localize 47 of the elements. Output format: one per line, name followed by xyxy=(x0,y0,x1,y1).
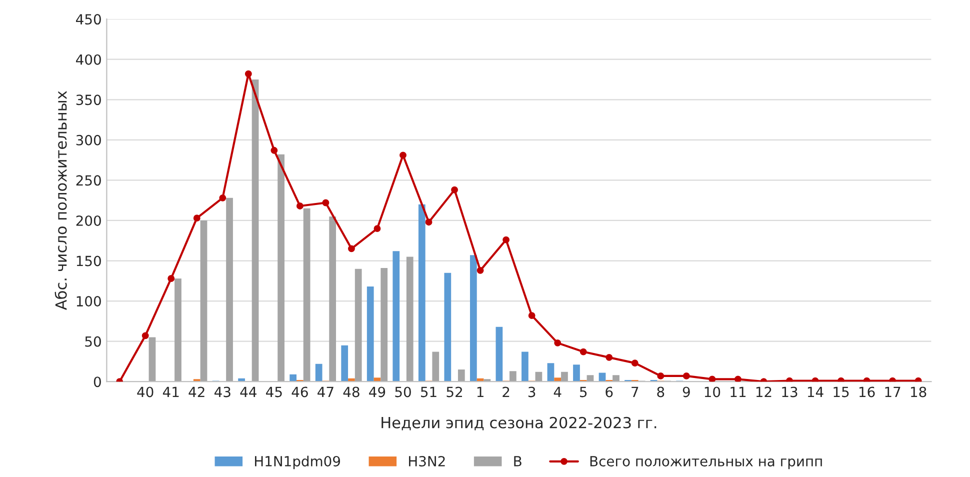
x-tick-label: 17 xyxy=(885,386,900,398)
x-tick-label: 43 xyxy=(214,386,230,398)
x-tick-label: 42 xyxy=(188,386,204,398)
x-tick-label: 51 xyxy=(421,386,436,398)
legend-label: H1N1pdm09 xyxy=(255,456,340,470)
x-tick-label: 12 xyxy=(756,386,772,398)
x-tick-label: 18 xyxy=(911,386,926,398)
x-tick-label: 5 xyxy=(580,386,587,398)
x-tick-label: 1 xyxy=(477,386,484,398)
y-tick-label: 0 xyxy=(94,376,101,388)
x-tick-label: 41 xyxy=(162,386,179,398)
x-tick-label: 11 xyxy=(730,386,746,398)
x-tick-label: 13 xyxy=(782,386,798,398)
x-tick-label: 48 xyxy=(343,386,360,398)
x-tick-label: 2 xyxy=(502,386,510,398)
x-tick-label: 49 xyxy=(369,386,386,398)
x-tick-label: 4 xyxy=(554,386,562,398)
x-tick-label: 52 xyxy=(446,386,462,398)
y-tick-label: 350 xyxy=(76,94,101,106)
x-tick-label: 46 xyxy=(292,386,308,398)
y-tick-label: 300 xyxy=(76,134,101,146)
x-tick-label: 40 xyxy=(137,386,154,398)
y-tick-label: 400 xyxy=(76,54,101,65)
legend-label: B xyxy=(514,456,522,466)
x-tick-label: 8 xyxy=(657,386,664,398)
x-tick-label: 16 xyxy=(859,386,875,398)
y-axis-title: Абс. число положительных xyxy=(54,91,67,310)
x-tick-label: 45 xyxy=(266,386,282,398)
x-tick-label: 14 xyxy=(808,386,824,398)
y-tick-label: 50 xyxy=(85,336,101,347)
y-tick-label: 250 xyxy=(76,175,101,186)
legend-label: Всего положительных на грипп xyxy=(590,456,822,470)
x-tick-label: 6 xyxy=(606,386,613,398)
y-tick-label: 450 xyxy=(76,14,101,25)
x-tick-label: 15 xyxy=(834,386,849,398)
x-tick-label: 3 xyxy=(528,386,536,398)
y-tick-label: 200 xyxy=(76,215,101,226)
legend-label: H3N2 xyxy=(409,456,445,466)
x-axis-title: Недели эпид сезона 2022-2023 гг. xyxy=(382,416,656,430)
x-tick-label: 7 xyxy=(632,386,638,398)
x-tick-label: 44 xyxy=(240,386,256,398)
x-tick-label: 47 xyxy=(318,386,334,398)
x-tick-label: 10 xyxy=(704,386,720,398)
y-tick-label: 100 xyxy=(76,296,101,307)
x-tick-label: 50 xyxy=(395,386,411,398)
x-tick-label: 9 xyxy=(682,386,690,398)
y-tick-label: 150 xyxy=(76,256,101,266)
